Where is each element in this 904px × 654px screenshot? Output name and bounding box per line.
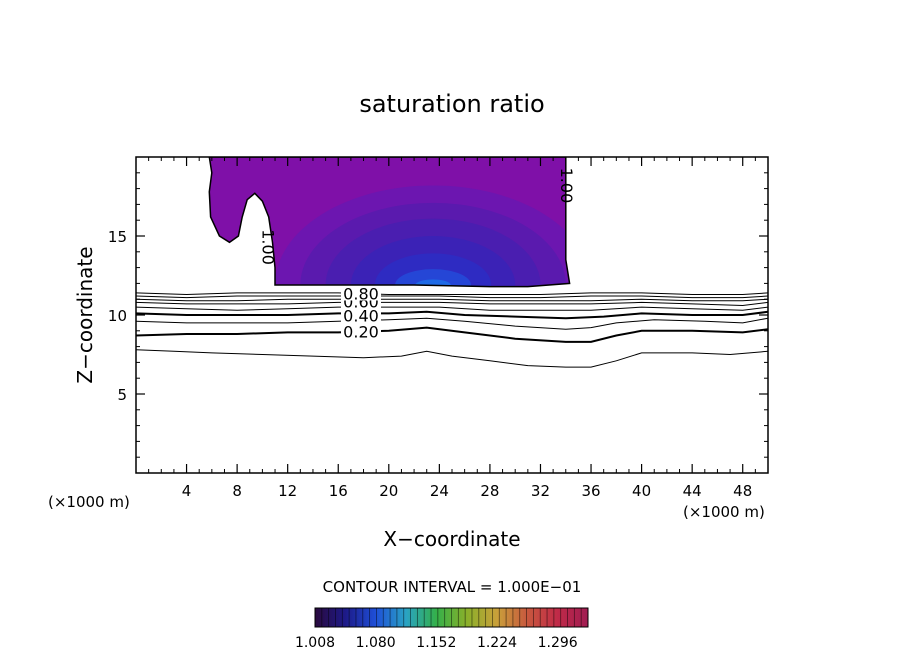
y-tick-label: 5 xyxy=(117,386,127,404)
x-tick-label: 40 xyxy=(632,482,651,500)
contour-label-bg xyxy=(340,308,381,323)
colorbar-tick-label: 1.080 xyxy=(356,635,396,651)
contour-line xyxy=(136,295,768,299)
x-axis-unit-label: (×1000 m) xyxy=(683,503,765,521)
contour-interval-note: CONTOUR INTERVAL = 1.000E−01 xyxy=(323,578,582,596)
contour-label: 1.00 xyxy=(258,229,277,265)
x-tick-label: 44 xyxy=(683,482,702,500)
x-tick-label: 48 xyxy=(733,482,752,500)
colorbar-tick-label: 1.152 xyxy=(416,635,456,651)
x-tick-label: 28 xyxy=(480,482,499,500)
y-axis-title: Z−coordinate xyxy=(73,246,97,383)
contour-label-bg xyxy=(340,286,381,301)
y-tick-label: 15 xyxy=(108,228,127,246)
x-axis: 4 8 12 16 20 24 28 32 36 40 44 48 xyxy=(148,157,756,500)
contour-label: 1.00 xyxy=(557,168,576,204)
x-tick-label: 4 xyxy=(182,482,192,500)
contour-line xyxy=(136,310,768,320)
contour-line xyxy=(136,292,768,296)
contour-label: 0.80 xyxy=(343,284,379,303)
x-tick-label: 16 xyxy=(329,482,348,500)
colorbar-tick-label: 1.224 xyxy=(477,635,517,651)
contour-label: 0.20 xyxy=(343,322,379,341)
x-tick-label: 8 xyxy=(232,482,242,500)
y-tick-label: 10 xyxy=(108,307,127,325)
contour-labels: 0.200.400.600.801.001.00 xyxy=(258,168,575,342)
x-tick-label: 12 xyxy=(278,482,297,500)
lower-contours xyxy=(136,292,768,368)
contour-line xyxy=(136,349,768,368)
supersaturated-region xyxy=(208,157,571,288)
x-tick-label: 20 xyxy=(379,482,398,500)
x-axis-title: X−coordinate xyxy=(383,527,520,551)
contour-1-00 xyxy=(208,157,571,288)
contour-line xyxy=(136,298,768,302)
colorbar-segments xyxy=(321,608,582,627)
x-tick-label: 36 xyxy=(581,482,600,500)
contour-label: 0.40 xyxy=(343,307,379,326)
chart-title: saturation ratio xyxy=(359,90,544,118)
contour-line xyxy=(136,301,768,307)
x-tick-label: 32 xyxy=(531,482,550,500)
plot-area xyxy=(136,157,768,368)
contour-line xyxy=(136,326,768,343)
y-axis-unit-label: (×1000 m) xyxy=(48,493,130,511)
contour-line xyxy=(136,306,768,311)
y-axis: 5 10 15 xyxy=(108,172,768,458)
colorbar-tick-label: 1.008 xyxy=(295,635,335,651)
colorbar-tick-label: 1.296 xyxy=(538,635,578,651)
contour-line xyxy=(136,317,768,330)
colorbar-labels: 1.008 1.080 1.152 1.224 1.296 xyxy=(295,635,578,651)
contour-label-bg xyxy=(340,324,381,339)
x-tick-label: 24 xyxy=(430,482,449,500)
